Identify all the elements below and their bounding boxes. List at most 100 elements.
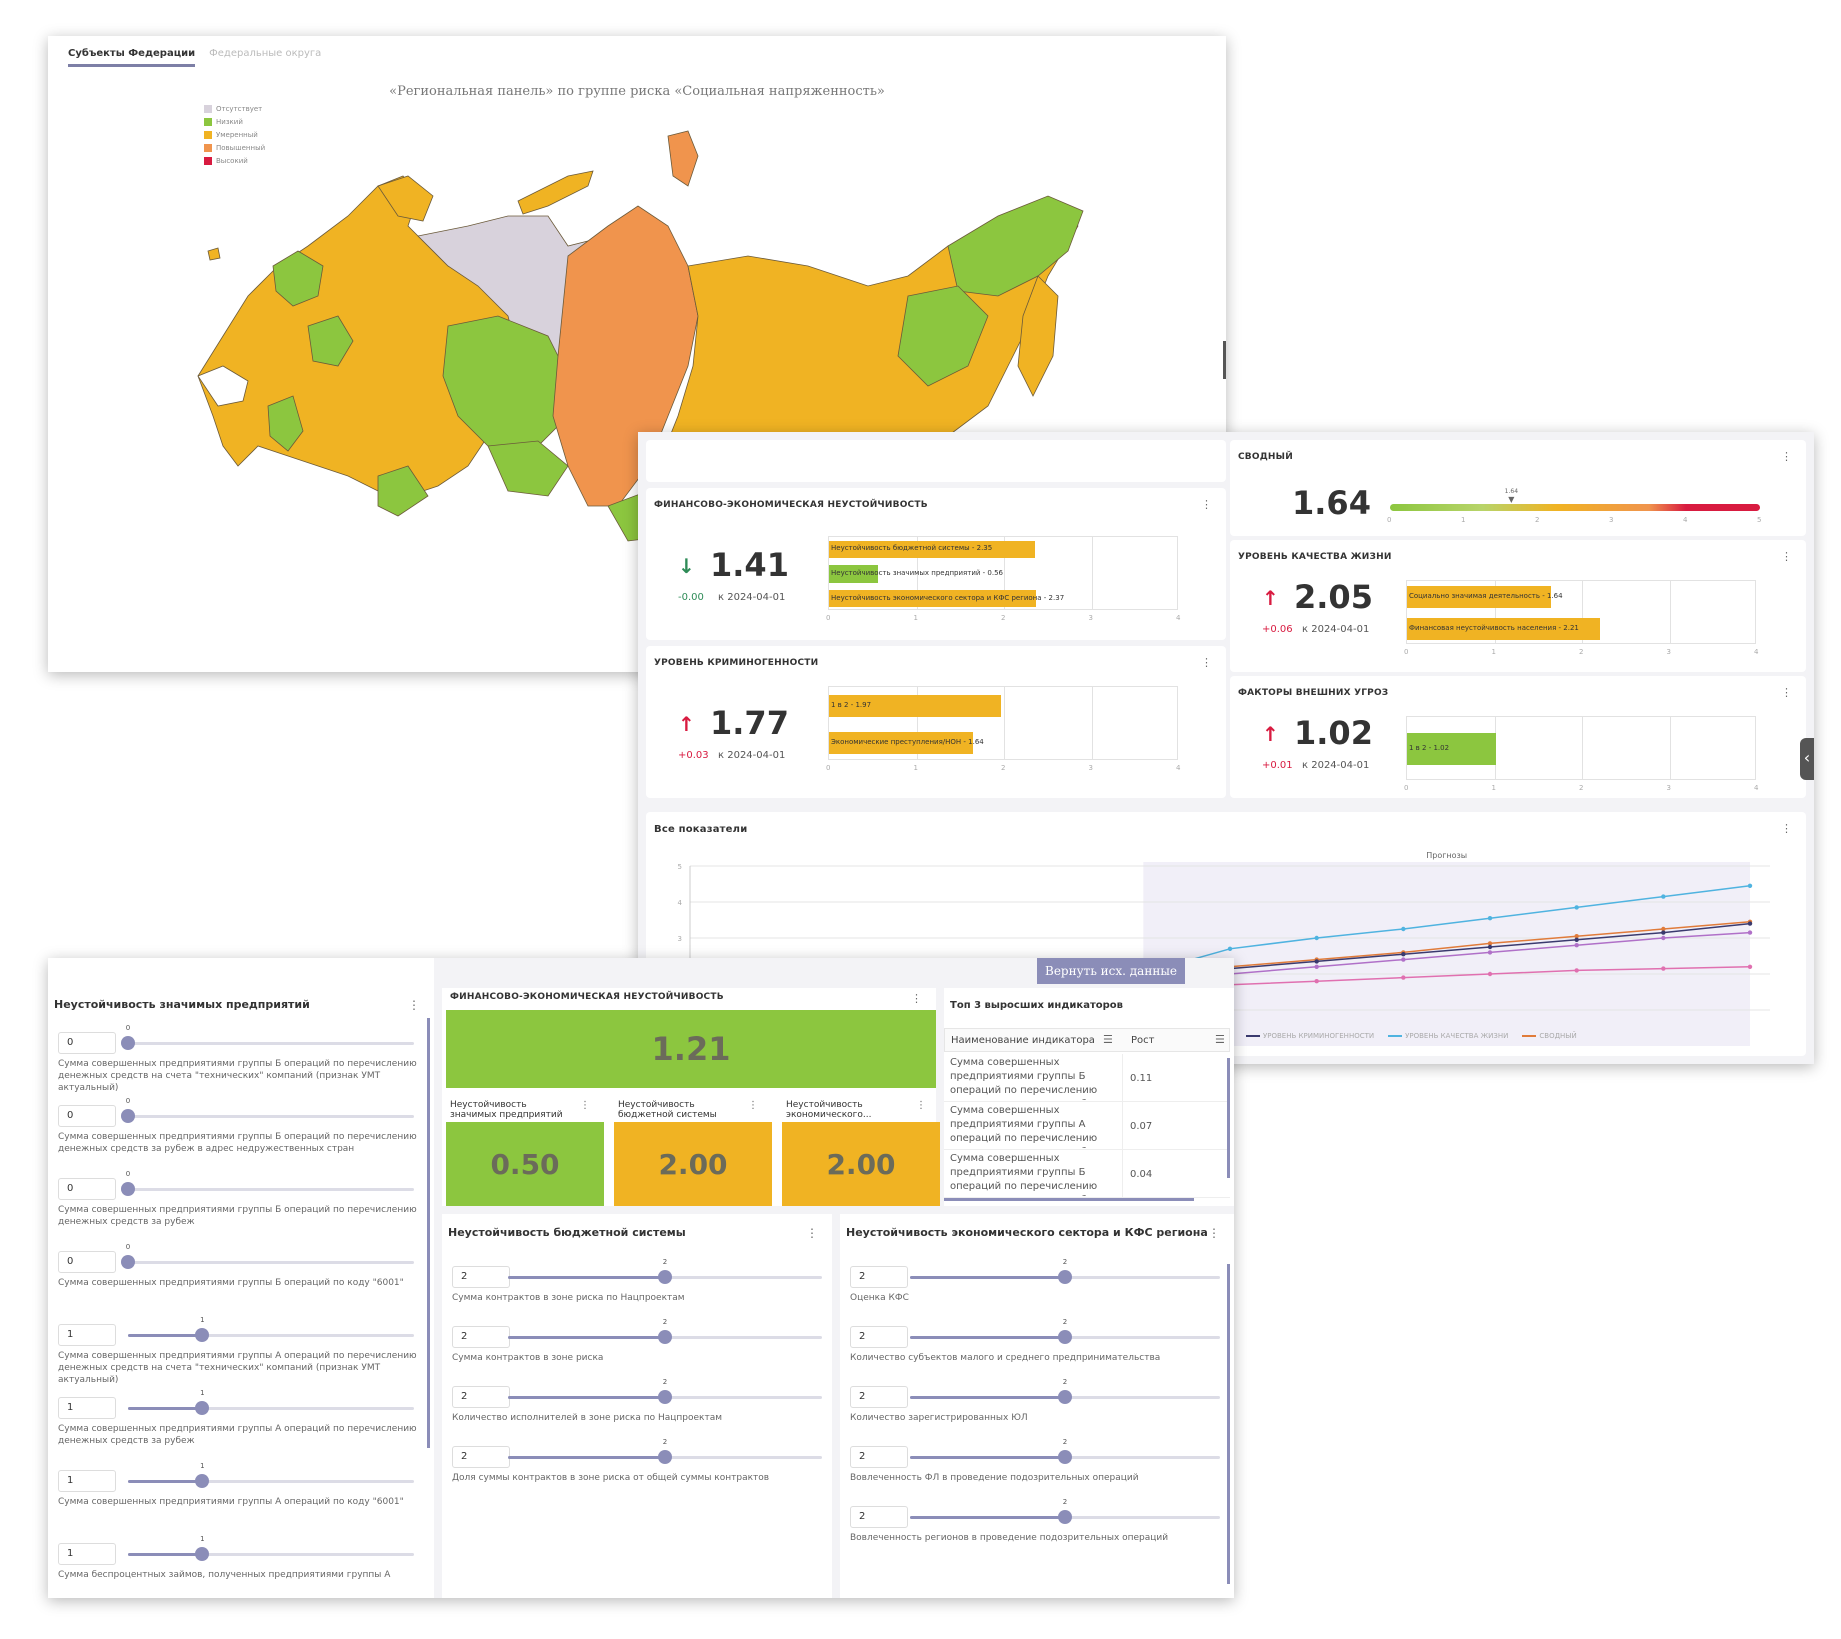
slider-thumb[interactable]	[658, 1330, 672, 1344]
russia-map[interactable]	[48, 36, 1226, 672]
more-icon[interactable]: ⋮	[1208, 1226, 1220, 1240]
more-icon[interactable]: ⋮	[911, 992, 922, 1005]
more-icon[interactable]: ⋮	[1781, 450, 1792, 463]
table-row[interactable]: Сумма совершенных предприятиями группы Б…	[944, 1054, 1230, 1102]
data-point[interactable]	[1401, 952, 1406, 957]
slider-value-input[interactable]: 2	[850, 1506, 908, 1528]
data-point[interactable]	[1747, 930, 1753, 935]
slider-track[interactable]: 2	[910, 1258, 1220, 1284]
slider-thumb[interactable]	[195, 1328, 210, 1342]
scrollbar-thumb[interactable]	[427, 1018, 430, 1448]
data-point[interactable]	[1747, 921, 1753, 926]
data-point[interactable]	[1401, 975, 1406, 980]
scrollbar-thumb[interactable]	[1227, 1264, 1230, 1584]
data-point[interactable]	[1487, 941, 1493, 946]
slider-thumb[interactable]	[121, 1036, 135, 1050]
column-menu-icon[interactable]: ☰	[1215, 1033, 1225, 1046]
slider-track[interactable]: 1	[128, 1462, 414, 1488]
data-point[interactable]	[1747, 883, 1753, 888]
slider-value-input[interactable]: 0	[58, 1105, 116, 1127]
data-point[interactable]	[1227, 946, 1233, 951]
slider-track[interactable]: 2	[508, 1438, 822, 1464]
slider-track[interactable]: 0	[121, 1024, 414, 1050]
slider-thumb[interactable]	[121, 1182, 135, 1196]
collapse-handle-icon[interactable]: ‹	[1800, 738, 1814, 780]
data-point[interactable]	[1401, 957, 1406, 962]
slider-value-input[interactable]: 2	[850, 1446, 908, 1468]
bar[interactable]	[1407, 733, 1497, 765]
slider-value-input[interactable]: 0	[58, 1251, 116, 1273]
line-legend-item[interactable]: Уровень качества жизни	[1388, 1032, 1508, 1040]
more-icon[interactable]: ⋮	[1781, 822, 1792, 835]
table-row[interactable]: Сумма совершенных предприятиями группы А…	[944, 1102, 1230, 1150]
data-point[interactable]	[1487, 944, 1493, 950]
slider-thumb[interactable]	[1058, 1450, 1072, 1464]
slider-thumb[interactable]	[121, 1109, 135, 1123]
slider-thumb[interactable]	[1058, 1270, 1072, 1284]
slider-value-input[interactable]: 2	[452, 1326, 510, 1348]
data-point[interactable]	[1661, 930, 1666, 935]
slider-track[interactable]: 1	[128, 1389, 414, 1415]
slider-track[interactable]: 2	[508, 1378, 822, 1404]
slider-track[interactable]: 2	[910, 1438, 1220, 1464]
slider-track[interactable]: 2	[508, 1258, 822, 1284]
slider-track[interactable]: 1	[128, 1316, 414, 1342]
more-icon[interactable]: ⋮	[408, 998, 420, 1012]
more-icon[interactable]: ⋮	[806, 1226, 818, 1240]
bar[interactable]	[829, 590, 1037, 608]
slider-value-input[interactable]: 2	[850, 1386, 908, 1408]
slider-track[interactable]: 2	[508, 1318, 822, 1344]
data-point[interactable]	[1747, 964, 1753, 969]
slider-value-input[interactable]: 1	[58, 1470, 116, 1492]
data-point[interactable]	[1487, 916, 1493, 921]
scrollbar-thumb[interactable]	[1227, 1058, 1230, 1178]
column-menu-icon[interactable]: ☰	[1103, 1033, 1113, 1046]
slider-value-input[interactable]: 2	[452, 1446, 510, 1468]
tab-districts[interactable]: Федеральные округа	[209, 48, 322, 59]
slider-track[interactable]: 2	[910, 1498, 1220, 1524]
scrollbar-thumb[interactable]	[1223, 341, 1226, 379]
more-icon[interactable]: ⋮	[580, 1100, 590, 1111]
slider-track[interactable]: 0	[121, 1243, 414, 1269]
slider-thumb[interactable]	[1058, 1390, 1072, 1404]
bar[interactable]	[1407, 586, 1551, 608]
more-icon[interactable]: ⋮	[916, 1100, 926, 1111]
data-point[interactable]	[1661, 926, 1666, 932]
slider-value-input[interactable]: 2	[452, 1266, 510, 1288]
slider-value-input[interactable]: 1	[58, 1397, 116, 1419]
bar[interactable]	[829, 565, 878, 583]
bar[interactable]	[829, 731, 973, 754]
slider-thumb[interactable]	[1058, 1330, 1072, 1344]
slider-value-input[interactable]: 2	[850, 1266, 908, 1288]
data-point[interactable]	[1661, 894, 1666, 899]
data-point[interactable]	[1574, 943, 1579, 948]
table-row[interactable]: Сумма совершенных предприятиями группы Б…	[944, 1150, 1230, 1198]
more-icon[interactable]: ⋮	[1781, 550, 1792, 563]
data-point[interactable]	[1574, 937, 1579, 942]
slider-value-input[interactable]: 0	[58, 1032, 116, 1054]
slider-value-input[interactable]: 1	[58, 1324, 116, 1346]
slider-track[interactable]: 0	[121, 1097, 414, 1123]
horizontal-scrollbar[interactable]	[944, 1198, 1194, 1201]
slider-thumb[interactable]	[658, 1270, 672, 1284]
slider-value-input[interactable]: 0	[58, 1178, 116, 1200]
data-point[interactable]	[1487, 971, 1493, 977]
slider-thumb[interactable]	[121, 1255, 135, 1269]
slider-thumb[interactable]	[1058, 1510, 1072, 1524]
bar[interactable]	[829, 694, 1002, 717]
slider-thumb[interactable]	[195, 1401, 210, 1415]
data-point[interactable]	[1401, 926, 1406, 932]
bar[interactable]	[829, 540, 1035, 558]
slider-track[interactable]: 1	[128, 1535, 414, 1561]
data-point[interactable]	[1574, 905, 1579, 910]
data-point[interactable]	[1661, 935, 1666, 941]
data-point[interactable]	[1574, 968, 1579, 973]
slider-track[interactable]: 2	[910, 1318, 1220, 1344]
slider-thumb[interactable]	[658, 1450, 672, 1464]
col-growth-header[interactable]: Рост	[1131, 1035, 1155, 1046]
slider-track[interactable]: 2	[910, 1378, 1220, 1404]
slider-thumb[interactable]	[195, 1474, 210, 1488]
data-point[interactable]	[1661, 966, 1666, 971]
slider-value-input[interactable]: 1	[58, 1543, 116, 1565]
col-name-header[interactable]: Наименование индикатора	[951, 1035, 1095, 1046]
